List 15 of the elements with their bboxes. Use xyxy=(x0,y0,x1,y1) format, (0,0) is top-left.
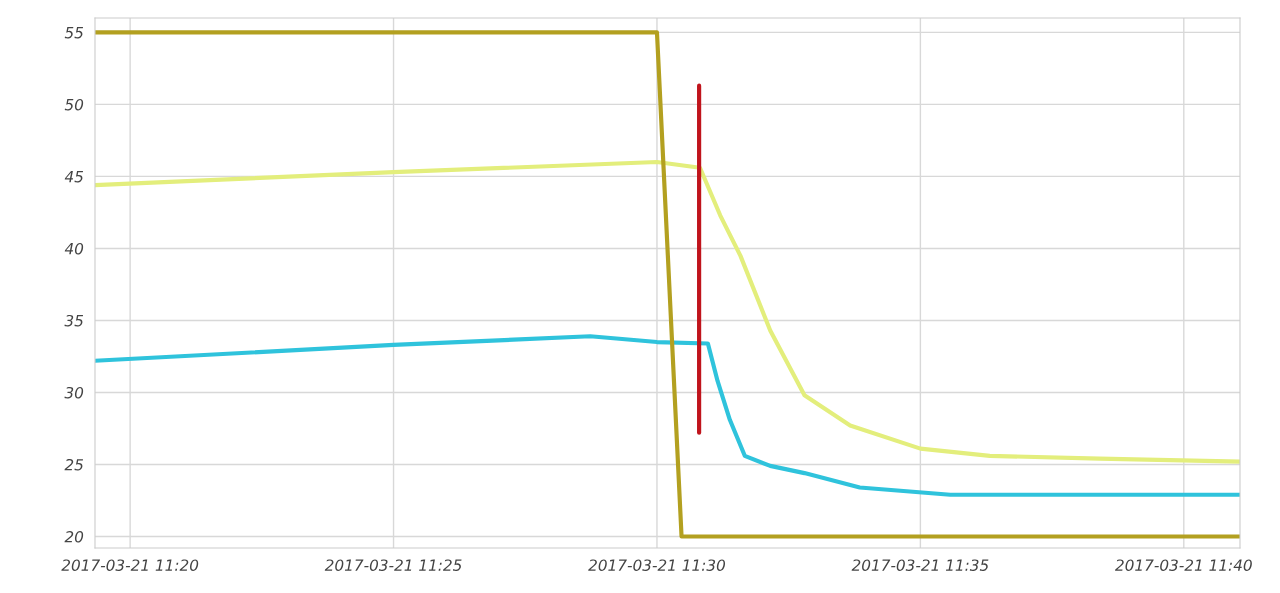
line-series xyxy=(95,334,1240,497)
y-tick-label: 35 xyxy=(64,314,84,327)
y-tick-label: 30 xyxy=(64,386,84,399)
y-tick-label: 50 xyxy=(64,98,84,111)
y-tick-label: 55 xyxy=(64,27,84,39)
x-tick-label: 2017-03-21 11:35 xyxy=(851,559,989,571)
x-tick-label: 2017-03-21 11:40 xyxy=(1115,559,1252,571)
y-tick-label: 40 xyxy=(64,242,84,255)
y-tick-label: 25 xyxy=(64,458,84,471)
y-tick-label: 20 xyxy=(64,530,84,543)
x-tick-label: 2017-03-21 11:25 xyxy=(324,559,462,571)
line-series xyxy=(95,159,1240,464)
x-tick-label: 2017-03-21 11:20 xyxy=(61,559,199,571)
y-tick-label: 45 xyxy=(64,171,84,183)
x-tick-label: 2017-03-21 11:30 xyxy=(588,559,726,571)
